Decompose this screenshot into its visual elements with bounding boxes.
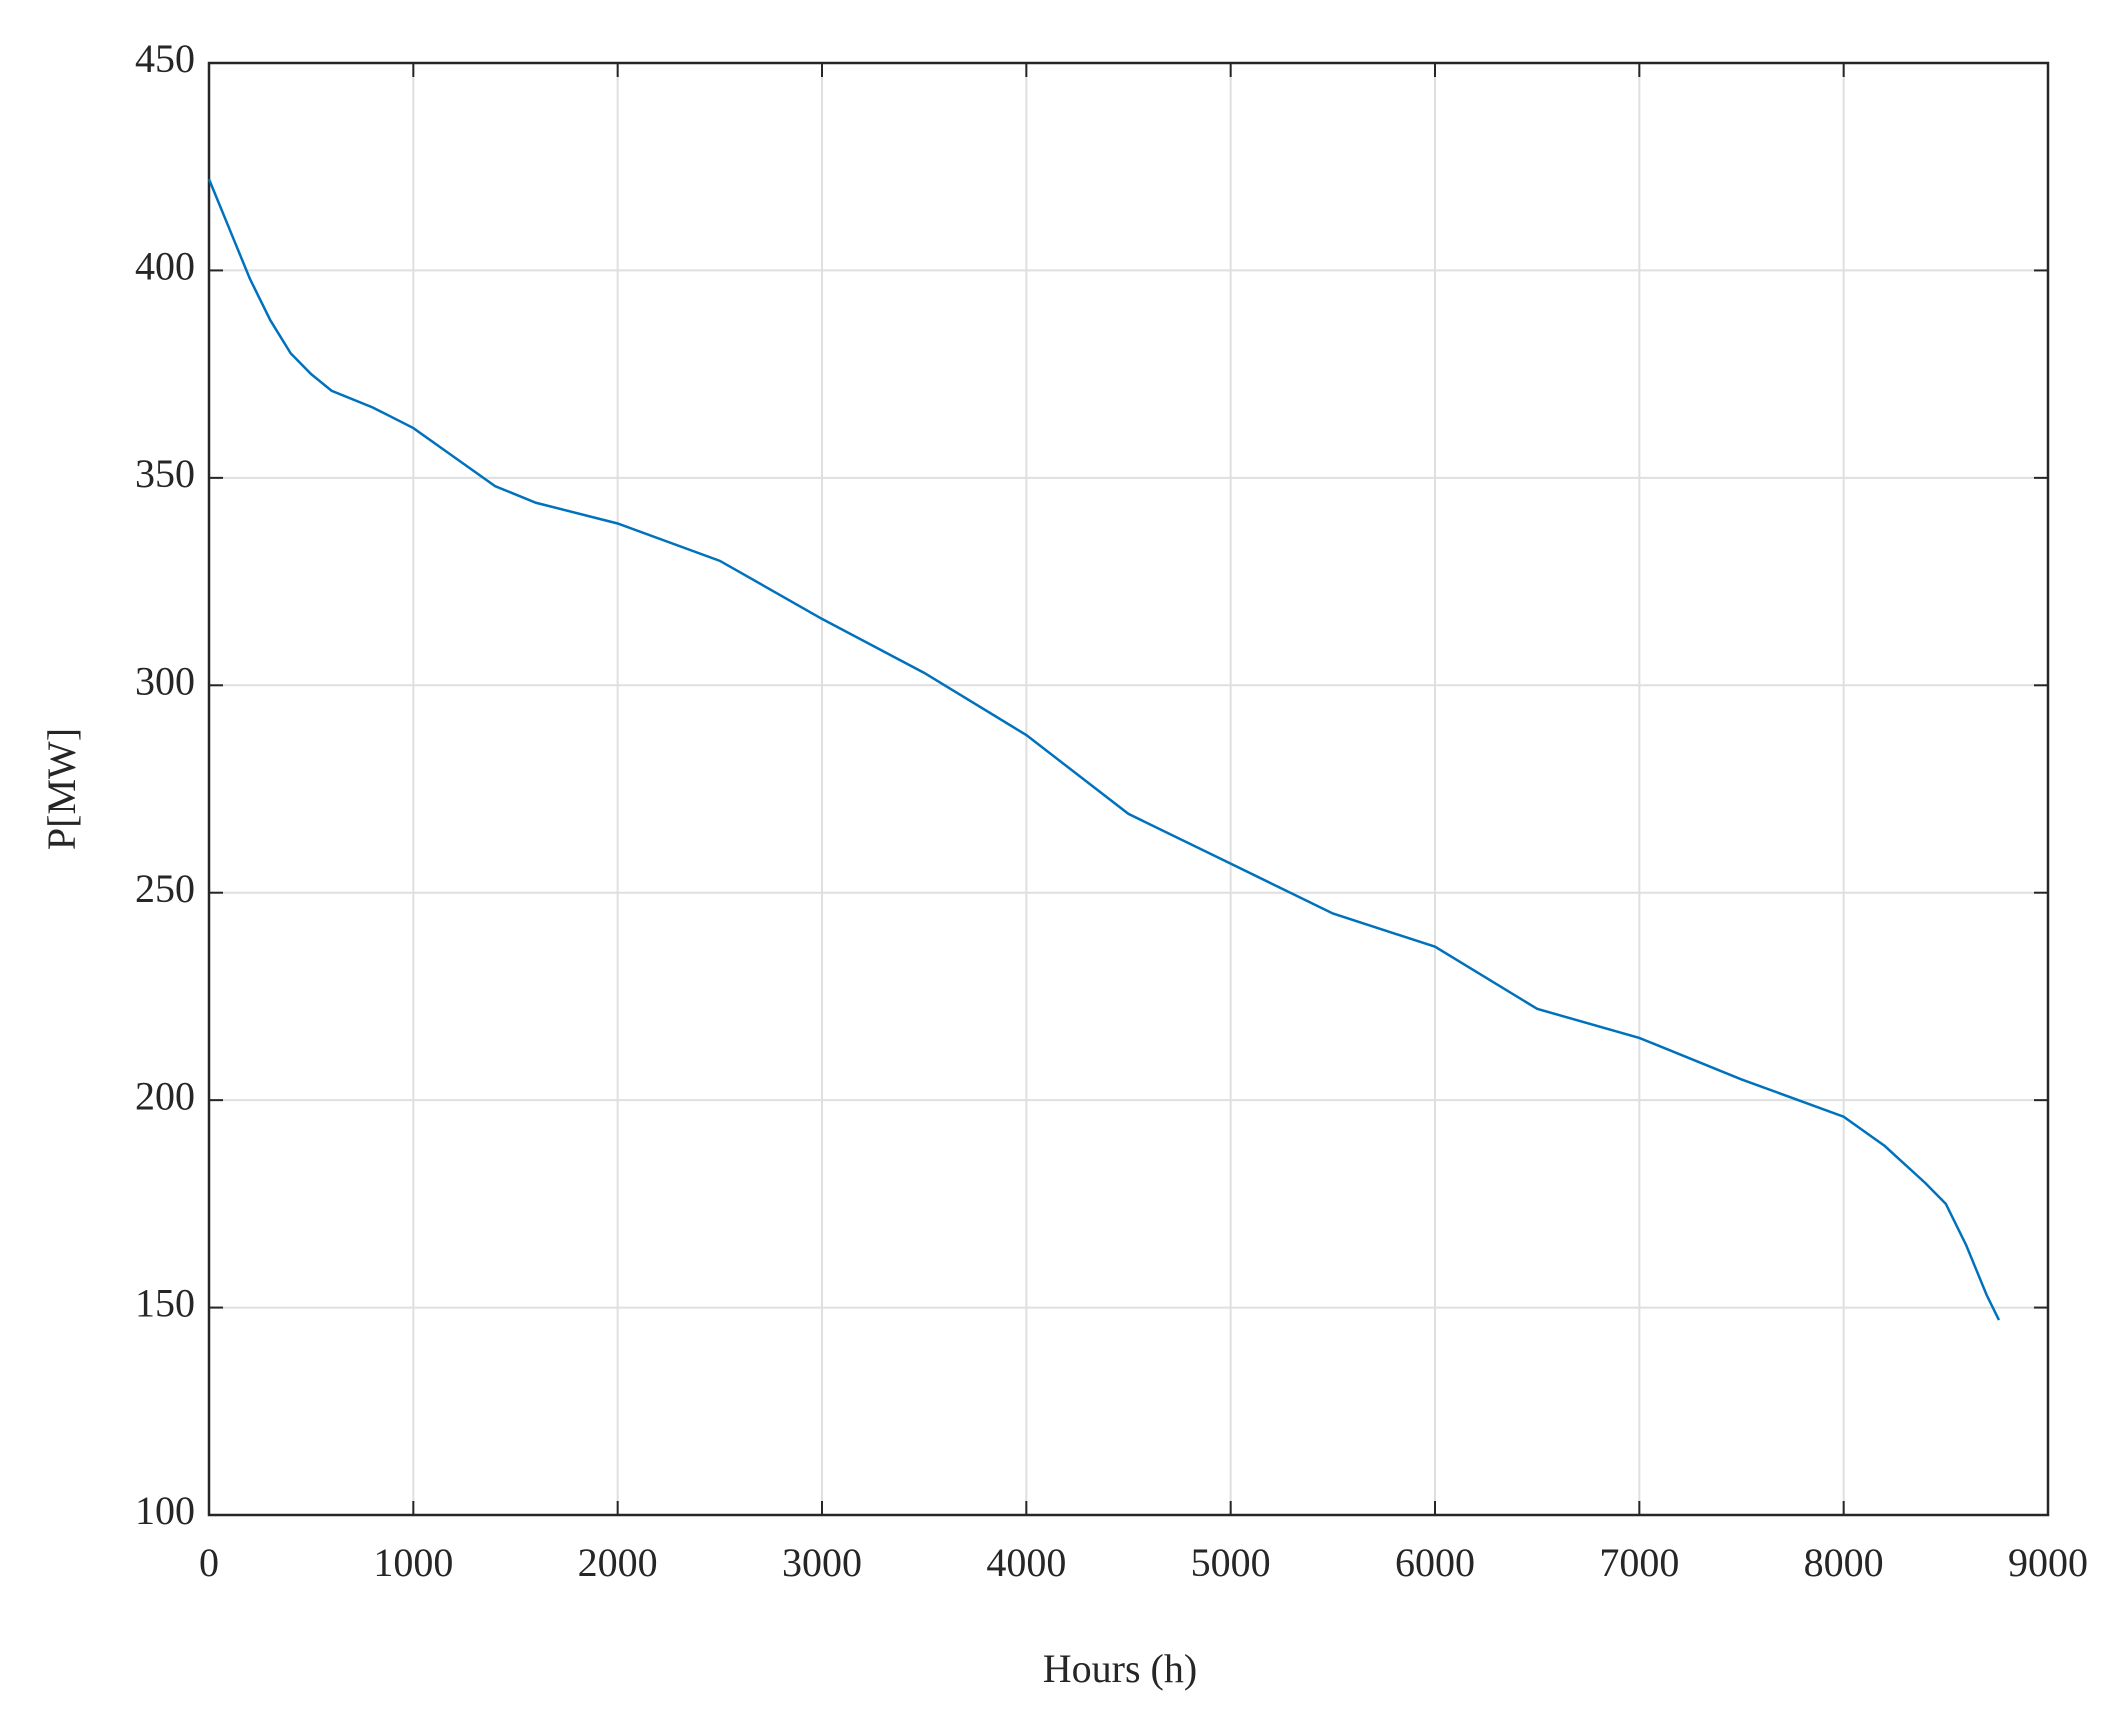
y-axis-label: P[MW] [39, 728, 84, 850]
x-tick-label: 8000 [1804, 1540, 1884, 1585]
y-tick-label: 200 [135, 1073, 195, 1118]
x-tick-label: 4000 [986, 1540, 1066, 1585]
x-axis-label: Hours (h) [1043, 1646, 1197, 1691]
x-tick-label: 6000 [1395, 1540, 1475, 1585]
y-tick-label: 150 [135, 1281, 195, 1326]
x-tick-label: 0 [199, 1540, 219, 1585]
y-tick-label: 400 [135, 244, 195, 289]
y-tick-label: 300 [135, 658, 195, 703]
y-tick-label: 250 [135, 866, 195, 911]
y-tick-label: 350 [135, 451, 195, 496]
y-tick-label: 450 [135, 36, 195, 81]
x-tick-label: 7000 [1599, 1540, 1679, 1585]
x-tick-label: 2000 [578, 1540, 658, 1585]
plot-frame [207, 61, 2050, 1517]
data-line [207, 178, 2001, 1321]
x-tick-label: 5000 [1191, 1540, 1271, 1585]
x-tick-label: 3000 [782, 1540, 862, 1585]
y-tick-label: 100 [135, 1488, 195, 1533]
x-tick-label: 1000 [373, 1540, 453, 1585]
x-tick-label: 9000 [2008, 1540, 2088, 1585]
